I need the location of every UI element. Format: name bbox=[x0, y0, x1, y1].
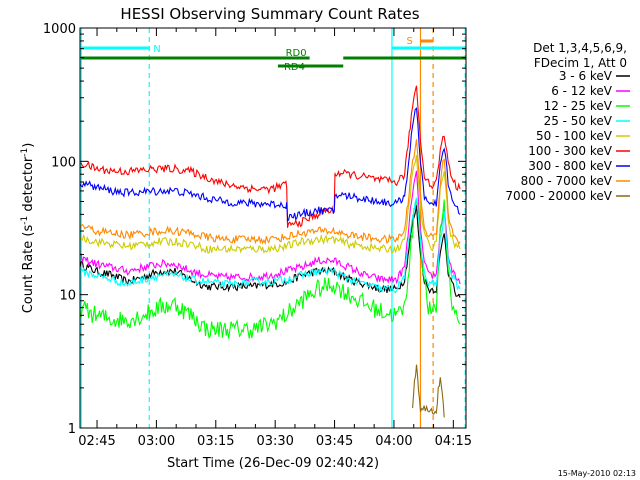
x-tick-label-1: 03:00 bbox=[138, 434, 175, 449]
footer-date: 15-May-2010 02:13 bbox=[558, 469, 636, 478]
x-axis-label: Start Time (26-Dec-09 02:40:42) bbox=[167, 456, 379, 471]
state-bar-label-1: RD0 bbox=[286, 48, 307, 59]
state-bar-label-3: S bbox=[406, 36, 412, 47]
series-group bbox=[79, 85, 461, 418]
series-line-3 bbox=[79, 197, 461, 294]
legend-header-0: Det 1,3,4,5,6,9, bbox=[533, 41, 627, 55]
x-tick-label-6: 04:15 bbox=[435, 434, 472, 449]
attenuator-bars: N RD0 RD4 S bbox=[81, 36, 466, 73]
legend-entry-2: 12 - 25 keV bbox=[544, 99, 613, 113]
legend-entry-6: 300 - 800 keV bbox=[528, 159, 612, 173]
series-line-5 bbox=[79, 85, 461, 229]
plot-frame bbox=[79, 27, 467, 429]
legend-entry-7: 800 - 7000 keV bbox=[521, 174, 613, 188]
legend-header-1: FDecim 1, Att 0 bbox=[534, 56, 627, 70]
y-tick-label-3: 1000 bbox=[43, 22, 76, 37]
y-tick-label-1: 10 bbox=[59, 289, 76, 304]
series-line-7 bbox=[79, 139, 461, 246]
series-line-4 bbox=[79, 155, 461, 254]
legend-entry-0: 3 - 6 keV bbox=[559, 69, 613, 83]
y-tick-label-2: 100 bbox=[51, 155, 76, 170]
legend-entry-4: 50 - 100 keV bbox=[536, 129, 613, 143]
series-line-6 bbox=[79, 107, 461, 222]
series-line-8 bbox=[412, 364, 445, 418]
x-axis: 02:45 03:00 03:15 03:30 03:45 04:00 04:15 bbox=[78, 28, 472, 449]
x-tick-label-0: 02:45 bbox=[78, 434, 115, 449]
y-axis: 1 10 100 1000 bbox=[43, 22, 466, 437]
x-tick-label-3: 03:30 bbox=[256, 434, 293, 449]
legend: Det 1,3,4,5,6,9,FDecim 1, Att 03 - 6 keV… bbox=[505, 41, 630, 203]
y-tick-label-0: 1 bbox=[68, 422, 76, 437]
x-tick-label-2: 03:15 bbox=[197, 434, 234, 449]
chart-title: HESSI Observing Summary Count Rates bbox=[120, 5, 419, 23]
legend-entry-3: 25 - 50 keV bbox=[544, 114, 613, 128]
legend-entry-8: 7000 - 20000 keV bbox=[505, 189, 612, 203]
x-tick-label-4: 03:45 bbox=[316, 434, 353, 449]
x-tick-label-5: 04:00 bbox=[375, 434, 412, 449]
state-bar-label-2: RD4 bbox=[284, 62, 305, 73]
legend-entry-5: 100 - 300 keV bbox=[528, 144, 612, 158]
state-bar-label-0: N bbox=[153, 44, 160, 55]
vertical-markers bbox=[80, 28, 466, 428]
legend-entry-1: 6 - 12 keV bbox=[551, 84, 613, 98]
y-axis-label: Count Rate (s-1 detector-1) bbox=[20, 143, 36, 314]
series-line-1 bbox=[79, 170, 461, 285]
series-line-2 bbox=[79, 198, 461, 340]
